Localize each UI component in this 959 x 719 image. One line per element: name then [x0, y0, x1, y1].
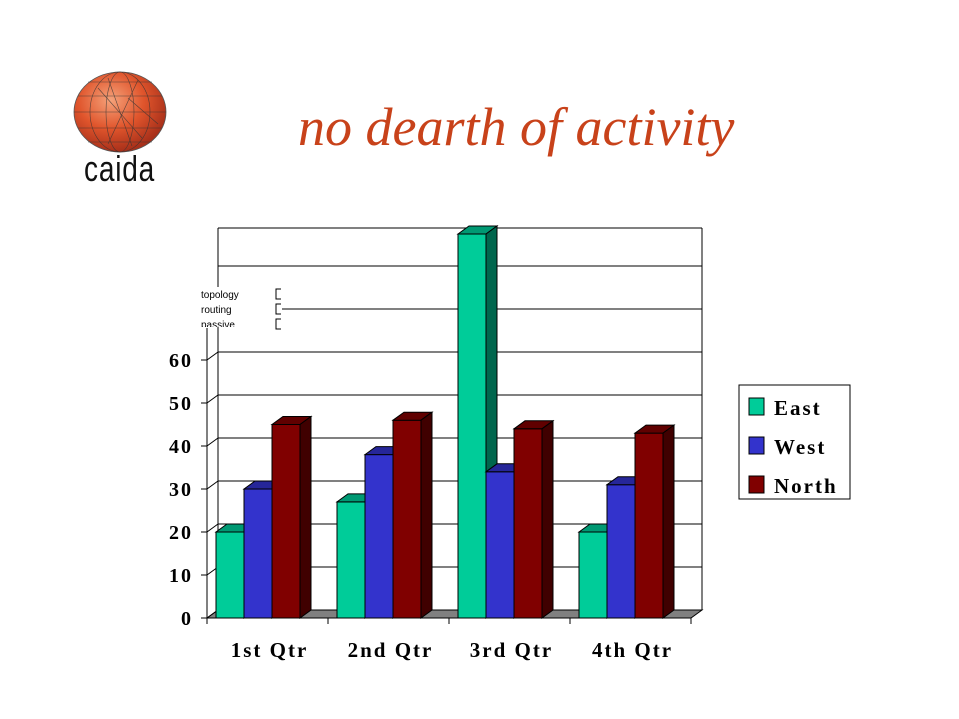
- x-category-label: 2nd Qtr: [348, 638, 434, 662]
- fragment-label-passive: passive: [201, 320, 235, 331]
- bar-side: [541, 419, 554, 619]
- legend-swatch-west: [748, 436, 765, 455]
- side-grid-line: [206, 523, 219, 533]
- bar-north-4: [633, 424, 676, 619]
- x-category-label: 4th Qtr: [592, 638, 673, 662]
- overlay-label-fragment: topology routing passive: [196, 287, 282, 331]
- bar-north-2: [391, 411, 434, 619]
- bar-side: [420, 411, 433, 619]
- legend-swatch-east: [748, 397, 765, 416]
- bar-front: [271, 424, 301, 619]
- bar-front: [485, 471, 515, 619]
- bar-front: [457, 233, 487, 619]
- side-grid-line: [206, 351, 219, 361]
- y-tick-label: 20: [169, 522, 193, 544]
- caida-logo-text: caida: [84, 148, 156, 189]
- y-tick-label: 10: [169, 565, 193, 587]
- bar-front: [634, 432, 664, 619]
- bar-front: [392, 419, 422, 619]
- bar-front: [578, 531, 608, 619]
- bar-front: [606, 484, 636, 619]
- legend-label-west: West: [774, 435, 826, 459]
- y-tick-label: 40: [169, 436, 193, 458]
- fragment-label-routing: routing: [201, 305, 232, 316]
- y-tick-label: 60: [169, 350, 193, 372]
- legend-swatch-north: [748, 475, 765, 494]
- bar-side: [299, 415, 312, 619]
- chart-axes: [201, 228, 704, 624]
- bar-north-1: [270, 415, 313, 619]
- bar-front: [364, 454, 394, 619]
- bar-north-3: [512, 419, 555, 619]
- legend: East West North: [738, 384, 851, 500]
- y-tick-labels: 0 10 20 30 40 50 60: [169, 350, 193, 630]
- caida-globe-logo: [73, 71, 167, 153]
- fragment-bracket: [275, 318, 281, 330]
- side-grid-line: [206, 437, 219, 447]
- legend-label-north: North: [774, 474, 838, 498]
- bar-side: [662, 424, 675, 619]
- fragment-label-topology: topology: [201, 290, 239, 301]
- bar-front: [215, 531, 245, 619]
- y-tick-label: 30: [169, 479, 193, 501]
- y-tick-label: 0: [181, 608, 193, 630]
- side-grid-line: [206, 480, 219, 490]
- fragment-background: [196, 287, 282, 327]
- fragment-bracket: [275, 288, 281, 300]
- fragment-labels: topology routing passive: [201, 290, 239, 331]
- slide-title: no dearth of activity: [298, 97, 735, 157]
- x-category-labels: 1st Qtr 2nd Qtr 3rd Qtr 4th Qtr: [231, 638, 673, 662]
- side-grid-line: [206, 394, 219, 404]
- bar-front: [336, 501, 366, 619]
- bar-front: [243, 488, 273, 619]
- fragment-bracket: [275, 303, 281, 315]
- legend-label-east: East: [774, 396, 822, 420]
- x-category-label: 3rd Qtr: [470, 638, 553, 662]
- y-tick-label: 50: [169, 393, 193, 415]
- x-category-label: 1st Qtr: [231, 638, 309, 662]
- bar-front: [513, 428, 543, 619]
- bars: [214, 225, 676, 619]
